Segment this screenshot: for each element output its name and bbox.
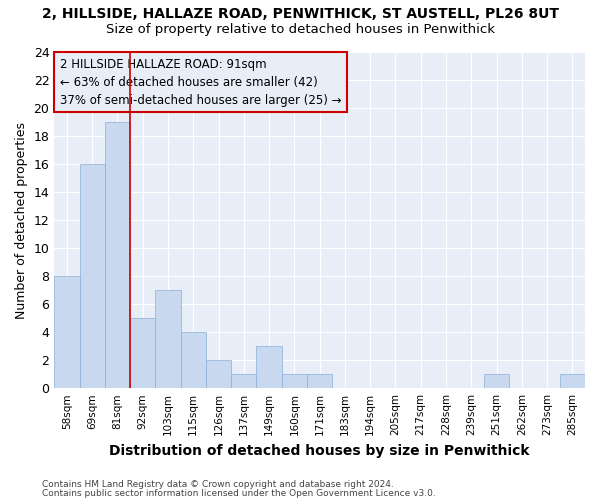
Bar <box>80 164 105 388</box>
X-axis label: Distribution of detached houses by size in Penwithick: Distribution of detached houses by size … <box>109 444 530 458</box>
Bar <box>307 374 332 388</box>
Bar <box>282 374 307 388</box>
Bar <box>231 374 256 388</box>
Text: Contains public sector information licensed under the Open Government Licence v3: Contains public sector information licen… <box>42 488 436 498</box>
Bar <box>130 318 155 388</box>
Y-axis label: Number of detached properties: Number of detached properties <box>15 122 28 319</box>
Text: 2, HILLSIDE, HALLAZE ROAD, PENWITHICK, ST AUSTELL, PL26 8UT: 2, HILLSIDE, HALLAZE ROAD, PENWITHICK, S… <box>41 8 559 22</box>
Bar <box>155 290 181 388</box>
Bar <box>484 374 509 388</box>
Text: Size of property relative to detached houses in Penwithick: Size of property relative to detached ho… <box>106 22 494 36</box>
Text: Contains HM Land Registry data © Crown copyright and database right 2024.: Contains HM Land Registry data © Crown c… <box>42 480 394 489</box>
Bar <box>181 332 206 388</box>
Bar <box>560 374 585 388</box>
Bar <box>105 122 130 388</box>
Bar <box>54 276 80 388</box>
Bar <box>256 346 282 388</box>
Text: 2 HILLSIDE HALLAZE ROAD: 91sqm
← 63% of detached houses are smaller (42)
37% of : 2 HILLSIDE HALLAZE ROAD: 91sqm ← 63% of … <box>59 58 341 106</box>
Bar <box>206 360 231 388</box>
